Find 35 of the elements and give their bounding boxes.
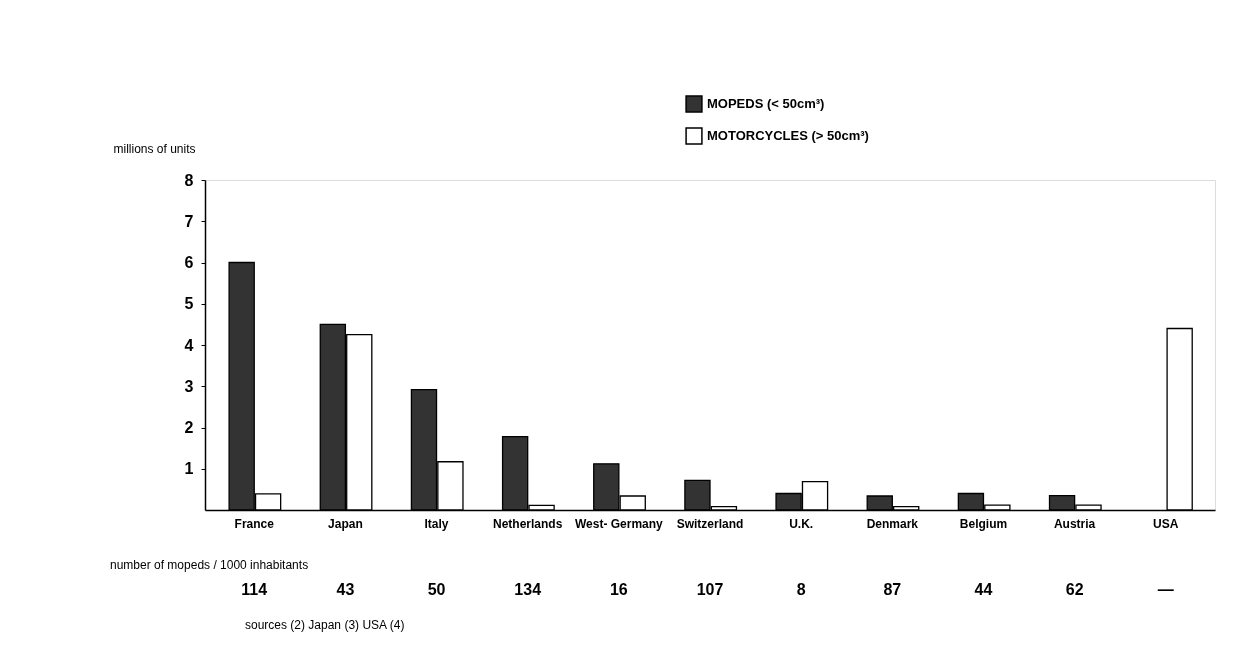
text: 107 [696,581,724,598]
y-tick-label: 2 [184,419,194,436]
text: 16 [609,581,628,598]
x-tick-label: Japan [328,516,363,531]
text: number of mopeds / 1000 inhabitants [110,558,309,572]
y-tick-label: 1 [184,460,194,478]
y-tick-label: 7 [184,212,194,230]
legend-label: MOTORCYCLES (> 50cm³) [707,128,869,143]
source-note: sources (2) Japan (3) USA (4) [245,618,405,632]
y-tick-label: 5 [184,295,194,313]
text: 44 [974,581,993,598]
text: 8 [796,581,806,598]
text: — [1157,581,1174,598]
x-tick-label: Denmark [866,516,919,531]
x-tick-label: Italy [424,516,449,531]
x-tick-label: Belgium [959,516,1008,531]
legend-label: MOPEDS (< 50cm³) [707,96,825,111]
text: 43 [336,581,355,598]
x-tick-label: West- Germany [574,516,664,531]
text: 50 [427,581,446,598]
x-tick-label: USA [1153,516,1179,531]
y-tick-label: 3 [184,377,194,395]
x-tick-label: Netherlands [493,516,563,531]
text: 62 [1065,581,1084,598]
x-tick-label: Switzerland [676,516,744,531]
y-tick-label: 6 [184,254,194,271]
y-tick-label: 4 [184,336,194,354]
y-axis-title: millions of units [113,141,196,156]
x-tick-label: France [234,516,275,531]
x-tick-label: Austria [1053,516,1096,531]
text: 87 [883,581,902,598]
y-tick-label: 8 [184,171,194,189]
text: 114 [241,581,268,598]
text: 134 [514,581,542,598]
x-tick-label: U.K. [789,516,814,531]
